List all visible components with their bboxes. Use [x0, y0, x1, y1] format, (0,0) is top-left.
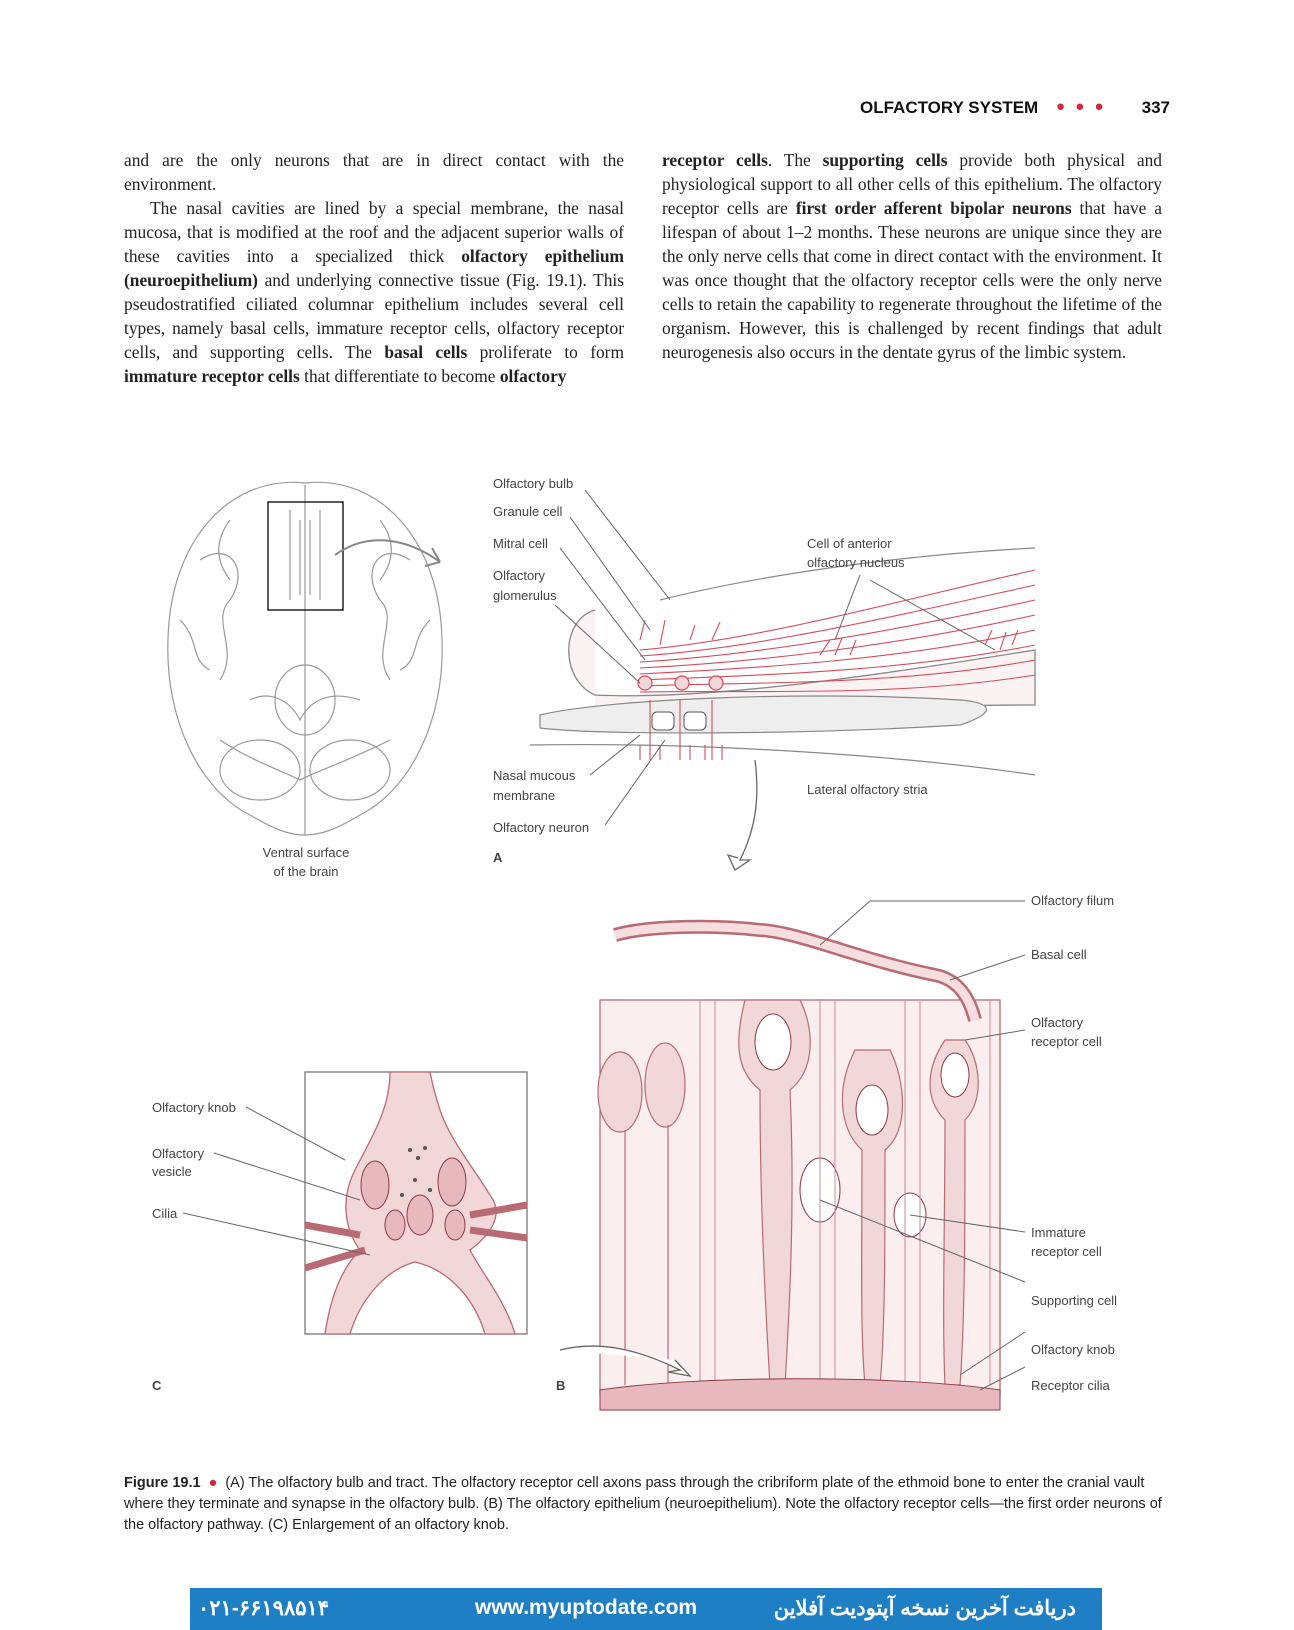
label-olfactory-knob: Olfactory knob — [1031, 1342, 1115, 1357]
panel-b-illustration — [560, 927, 1000, 1410]
right-column: receptor cells. The supporting cells pro… — [662, 148, 1162, 364]
text-run: that have a lifespan of about 1–2 months… — [662, 198, 1162, 362]
label-nasal-mucous-1: Nasal mucous — [493, 768, 576, 783]
section-title: OLFACTORY SYSTEM — [860, 98, 1038, 118]
footer-banner[interactable]: ۰۲۱-۶۶۱۹۸۵۱۴ www.myuptodate.com دریافت آ… — [190, 1588, 1102, 1630]
label-c-vesicle-2: vesicle — [152, 1164, 192, 1179]
banner-persian-text: دریافت آخرین نسخه آپتودیت آفلاین — [774, 1596, 1076, 1621]
term-supporting-cells: supporting cells — [823, 150, 948, 170]
brain-label-1: Ventral surface — [263, 845, 350, 860]
label-immature-1: Immature — [1031, 1225, 1086, 1240]
label-receptor-cell-1: Olfactory — [1031, 1015, 1084, 1030]
running-header: OLFACTORY SYSTEM ● ● ● 337 — [860, 98, 1170, 122]
right-paragraph-1: receptor cells. The supporting cells pro… — [662, 148, 1162, 364]
term-receptor-cells: receptor cells — [662, 150, 768, 170]
text-run: that differentiate to become — [300, 366, 500, 386]
text-run: . The — [768, 150, 823, 170]
label-olfactory-glomerulus-1: Olfactory — [493, 568, 546, 583]
page-number: 337 — [1142, 98, 1170, 118]
panel-a-letter: A — [493, 850, 503, 865]
label-olfactory-bulb: Olfactory bulb — [493, 476, 573, 491]
text-run: proliferate to form — [467, 342, 624, 362]
label-anterior-nucleus-1: Cell of anterior — [807, 536, 892, 551]
banner-phone: ۰۲۱-۶۶۱۹۸۵۱۴ — [198, 1596, 329, 1621]
left-paragraph-2: The nasal cavities are lined by a specia… — [124, 196, 624, 388]
label-basal-cell: Basal cell — [1031, 947, 1087, 962]
term-basal-cells: basal cells — [384, 342, 467, 362]
panel-b-letter: B — [556, 1378, 565, 1393]
label-nasal-mucous-2: membrane — [493, 788, 555, 803]
label-c-vesicle-1: Olfactory — [152, 1146, 205, 1161]
brain-illustration — [168, 482, 442, 835]
term-olfactory: olfactory — [500, 366, 567, 386]
term-first-order-neurons: first order afferent bipolar neurons — [796, 198, 1072, 218]
caption-bullet: ● — [209, 1475, 218, 1491]
label-lateral-stria: Lateral olfactory stria — [807, 782, 928, 797]
label-receptor-cilia: Receptor cilia — [1031, 1378, 1111, 1393]
label-mitral-cell: Mitral cell — [493, 536, 548, 551]
left-paragraph-1: and are the only neurons that are in dir… — [124, 148, 624, 196]
label-receptor-cell-2: receptor cell — [1031, 1034, 1102, 1049]
brain-label-2: of the brain — [273, 864, 338, 879]
left-column: and are the only neurons that are in dir… — [124, 148, 624, 388]
arrow-to-panel-a — [335, 540, 440, 566]
label-olfactory-glomerulus-2: glomerulus — [493, 588, 557, 603]
term-immature-receptor-cells: immature receptor cells — [124, 366, 300, 386]
figure-caption: Figure 19.1 ● (A) The olfactory bulb and t… — [124, 1473, 1174, 1536]
panel-a-illustration — [530, 548, 1035, 870]
header-dots: ● ● ● — [1056, 98, 1107, 115]
label-c-cilia: Cilia — [152, 1206, 178, 1221]
banner-url[interactable]: www.myuptodate.com — [475, 1596, 697, 1620]
label-olfactory-filum: Olfactory filum — [1031, 893, 1114, 908]
label-immature-2: receptor cell — [1031, 1244, 1102, 1259]
label-supporting-cell: Supporting cell — [1031, 1293, 1117, 1308]
label-olfactory-neuron: Olfactory neuron — [493, 820, 589, 835]
figure-label: Figure 19.1 — [124, 1475, 201, 1491]
figure-19-1: Ventral surface of the brain — [0, 465, 1294, 1445]
label-c-olfactory-knob: Olfactory knob — [152, 1100, 236, 1115]
panel-c-letter: C — [152, 1378, 162, 1393]
caption-text: (A) The olfactory bulb and tract. The ol… — [124, 1475, 1162, 1533]
label-granule-cell: Granule cell — [493, 504, 562, 519]
label-anterior-nucleus-2: olfactory nucleus — [807, 555, 905, 570]
